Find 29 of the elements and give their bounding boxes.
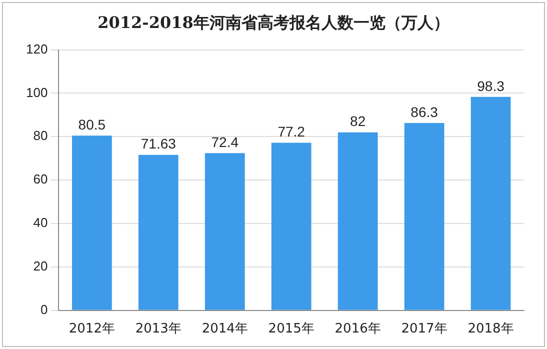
x-tick-label: 2017年 bbox=[401, 322, 448, 337]
bar bbox=[72, 136, 112, 310]
data-label: 82 bbox=[350, 113, 366, 130]
x-tick-label: 2016年 bbox=[334, 322, 381, 337]
data-label: 80.5 bbox=[78, 116, 106, 132]
y-tick-label: 40 bbox=[33, 215, 48, 230]
x-tick-label: 2012年 bbox=[68, 322, 115, 337]
x-tick-label: 2015年 bbox=[268, 322, 314, 337]
x-tick-label: 2018年 bbox=[468, 322, 514, 337]
y-tick-label: 80 bbox=[33, 128, 48, 144]
bar bbox=[470, 96, 511, 310]
y-tick-label: 0 bbox=[40, 302, 48, 317]
x-tick-label: 2013年 bbox=[135, 322, 182, 337]
chart-title: 2012-2018年河南省高考报名人数一览（万人） bbox=[96, 13, 450, 34]
bar bbox=[404, 122, 444, 310]
data-label: 98.3 bbox=[477, 78, 505, 94]
data-label: 86.3 bbox=[410, 104, 438, 120]
data-label: 77.2 bbox=[278, 124, 306, 140]
bar bbox=[271, 142, 312, 310]
bar bbox=[204, 153, 245, 310]
data-label: 71.63 bbox=[140, 136, 176, 152]
y-tick-label: 60 bbox=[33, 172, 48, 187]
bar bbox=[138, 154, 178, 310]
y-tick-label: 100 bbox=[26, 84, 48, 100]
bar bbox=[338, 132, 378, 310]
y-tick-label: 120 bbox=[26, 41, 48, 56]
x-tick-label: 2014年 bbox=[202, 322, 248, 337]
data-label: 72.4 bbox=[211, 134, 239, 150]
y-tick-label: 20 bbox=[33, 258, 48, 274]
